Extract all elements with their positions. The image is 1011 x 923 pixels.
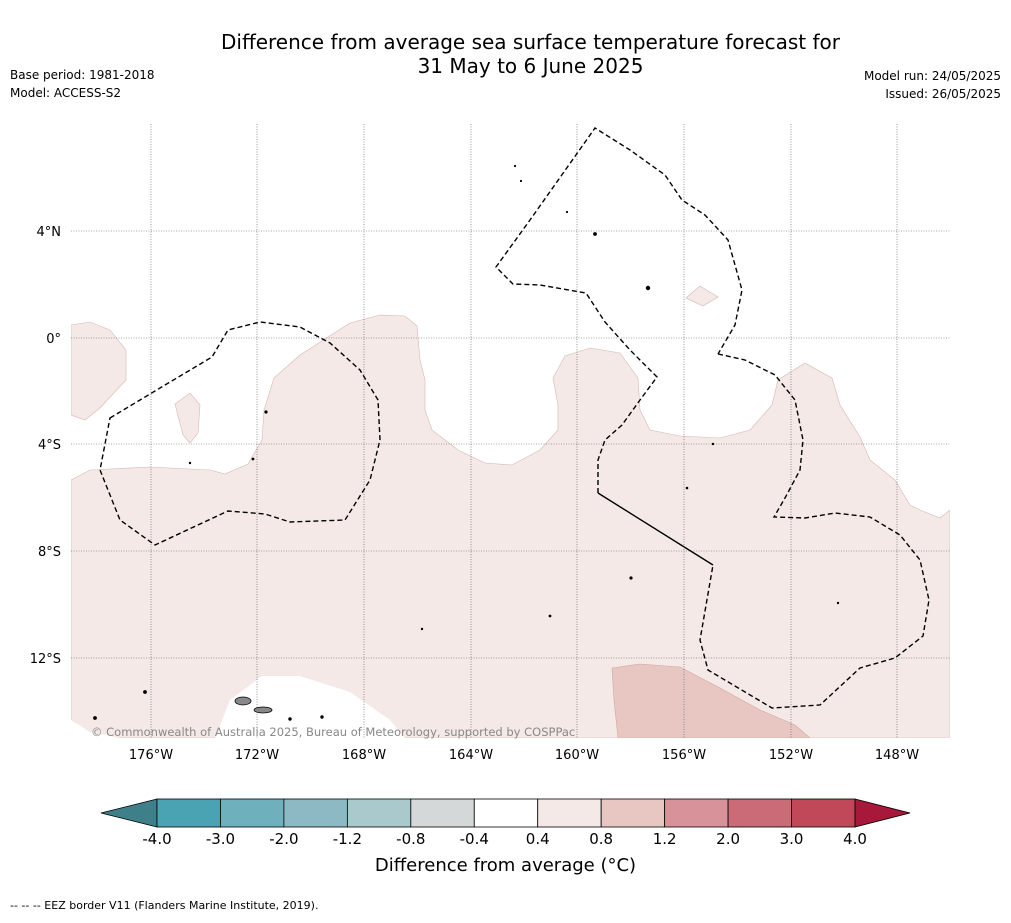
graticule (71, 124, 950, 738)
eez-border-solid (597, 492, 714, 566)
colorbar-tick-label: -4.0 (142, 830, 171, 848)
anomaly-blob-small (174, 392, 201, 444)
colorbar-label: Difference from average (°C) (374, 855, 637, 876)
page-title: Difference from average sea surface temp… (0, 30, 1011, 78)
colorbar-extend-high (854, 798, 911, 828)
colorbar-tick-label: -1.2 (333, 830, 362, 848)
eez-borders (99, 127, 930, 709)
lat-labels: 4°N 0° 4°S 8°S 12°S (30, 225, 61, 667)
colorbar-box (473, 798, 539, 828)
footer-eez-note: -- -- -- EEZ border V11 (Flanders Marine… (10, 899, 319, 912)
lat-label-4s: 4°S (38, 438, 61, 453)
lon-label-164w: 164°W (449, 748, 493, 763)
colorbar-box (537, 798, 602, 828)
lat-label-0: 0° (46, 332, 61, 347)
title-line-2: 31 May to 6 June 2025 (417, 54, 644, 78)
colorbar-tick-label: -2.0 (269, 830, 298, 848)
model-name: Model: ACCESS-S2 (10, 86, 122, 100)
colorbar-box (600, 798, 666, 828)
lon-label-160w: 160°W (555, 748, 599, 763)
colorbar-tick-label: -3.0 (206, 830, 235, 848)
colorbar-tick-label: 0.8 (589, 830, 613, 848)
colorbar: -4.0 -3.0 -2.0 -1.2 -0.8 -0.4 0.4 0.8 1.2 2.0 3.0 4… (100, 798, 911, 848)
colorbar-box (346, 798, 412, 828)
lon-labels: 176°W 172°W 168°W 164°W 160°W 156°W 152°… (129, 748, 919, 763)
colorbar-tick-label: 2.0 (716, 830, 740, 848)
colorbar-tick-label: 4.0 (843, 830, 867, 848)
base-period: Base period: 1981-2018 (10, 68, 155, 82)
anomaly-blob-west (71, 321, 127, 421)
title-line-1: Difference from average sea surface temp… (220, 30, 840, 54)
islands (93, 164, 840, 721)
model-run: Model run: 24/05/2025 (863, 69, 1001, 83)
colorbar-box (220, 798, 285, 828)
map-copyright: © Commonwealth of Australia 2025, Bureau… (91, 725, 575, 739)
eez-border-west (99, 321, 381, 546)
left-meta: Base period: 1981-2018 Model: ACCESS-S2 (10, 66, 155, 102)
colorbar-tick-label: -0.4 (460, 830, 489, 848)
eez-border-north (495, 127, 743, 493)
lat-label-8s: 8°S (38, 545, 61, 560)
right-meta: Model run: 24/05/2025 Issued: 26/05/2025 (864, 67, 1001, 103)
anomaly-blob-north (685, 285, 719, 307)
bottom-white-mid (215, 676, 405, 738)
colorbar-box (791, 798, 856, 828)
colorbar-extend-low (100, 798, 158, 828)
eez-border-east (699, 353, 930, 709)
anomaly-region-0812 (611, 663, 811, 738)
colorbar-box (410, 798, 475, 828)
colorbar-box (283, 798, 348, 828)
colorbar-box (727, 798, 792, 828)
lon-label-176w: 176°W (129, 748, 173, 763)
colorbar-box (664, 798, 729, 828)
lon-label-168w: 168°W (342, 748, 386, 763)
lat-label-4n: 4°N (37, 225, 62, 240)
anomaly-fields (71, 285, 950, 738)
bottom-white-left (71, 720, 120, 738)
lon-label-172w: 172°W (235, 748, 279, 763)
issued-date: Issued: 26/05/2025 (885, 87, 1001, 101)
anomaly-region-0408 (71, 314, 950, 738)
colorbar-tick-label: -0.8 (396, 830, 425, 848)
colorbar-box (156, 798, 221, 828)
lon-label-148w: 148°W (875, 748, 919, 763)
colorbar-tick-label: 0.4 (526, 830, 550, 848)
lat-label-12s: 12°S (30, 652, 61, 667)
colorbar-tick-label: 1.2 (653, 830, 677, 848)
lon-label-152w: 152°W (769, 748, 813, 763)
colorbar-tick-label: 3.0 (780, 830, 804, 848)
lon-label-156w: 156°W (662, 748, 706, 763)
